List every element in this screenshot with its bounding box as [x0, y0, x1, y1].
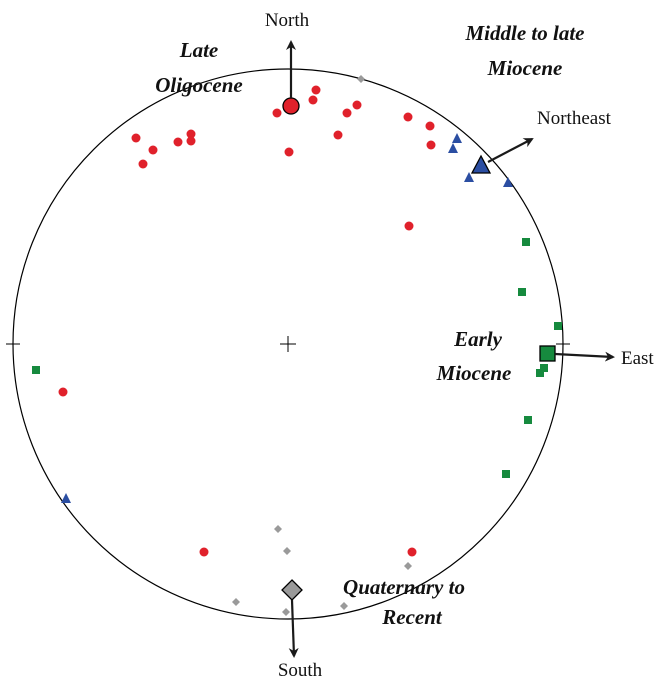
middle-late-miocene-label-line2: Miocene — [487, 56, 563, 80]
late-oligocene-point — [199, 547, 209, 557]
late-oligocene-point — [186, 129, 196, 139]
late-oligocene-point — [186, 136, 196, 146]
late-oligocene-point — [403, 112, 413, 122]
late-oligocene-mean-point — [282, 97, 300, 115]
late-oligocene-point — [333, 130, 343, 140]
late-oligocene-point — [138, 159, 148, 169]
early-miocene-label-line1: Early — [453, 327, 503, 351]
quaternary-recent-label-line2: Recent — [381, 605, 443, 629]
quaternary-diamond-point — [282, 608, 290, 616]
south-arrow — [288, 599, 299, 658]
miocene-triangle-point — [503, 177, 513, 187]
east-arrow — [554, 351, 615, 362]
early-miocene-label-line2: Miocene — [436, 361, 512, 385]
late-oligocene-point — [342, 108, 352, 118]
south-label: South — [278, 660, 323, 681]
quaternary-diamond-point — [274, 525, 282, 533]
early-miocene-mean-point — [539, 345, 556, 362]
late-oligocene-point — [352, 100, 362, 110]
miocene-triangle-point — [464, 172, 474, 182]
miocene-triangle-point — [452, 133, 462, 143]
early-miocene-point — [540, 364, 548, 372]
early-miocene-point — [554, 322, 562, 330]
early-miocene-point — [502, 470, 510, 478]
late-oligocene-points — [58, 85, 436, 557]
late-oligocene-point — [404, 221, 414, 231]
early-miocene-point — [518, 288, 526, 296]
quaternary-diamond-point — [283, 547, 291, 555]
late-oligocene-point — [148, 145, 158, 155]
late-oligocene-point — [426, 140, 436, 150]
quaternary-recent-points — [232, 75, 412, 616]
late-oligocene-point — [272, 108, 282, 118]
late-oligocene-label-line2: Oligocene — [155, 73, 242, 97]
early-miocene-point — [536, 369, 544, 377]
early-miocene-point — [524, 416, 532, 424]
quaternary-recent-mean-point — [281, 579, 303, 601]
center-cross — [280, 336, 296, 352]
quaternary-diamond-point — [357, 75, 365, 83]
middle-late-miocene-label-line1: Middle to late — [465, 21, 585, 45]
late-oligocene-point — [131, 133, 141, 143]
middle-late-miocene-mean-point — [470, 154, 492, 174]
late-oligocene-label-line1: Late — [179, 38, 218, 62]
quaternary-diamond-point — [232, 598, 240, 606]
late-oligocene-point — [407, 547, 417, 557]
early-miocene-points — [32, 238, 562, 478]
northeast-label: Northeast — [537, 108, 612, 129]
late-oligocene-point — [425, 121, 435, 131]
late-oligocene-point — [173, 137, 183, 147]
early-miocene-point — [32, 366, 40, 374]
miocene-triangle-point — [61, 493, 71, 503]
quaternary-recent-label-line1: Quaternary to — [343, 575, 465, 599]
north-label: North — [265, 10, 310, 31]
late-oligocene-point — [284, 147, 294, 157]
late-oligocene-point — [311, 85, 321, 95]
early-miocene-point — [522, 238, 530, 246]
northeast-arrow — [487, 138, 534, 163]
quaternary-diamond-point — [340, 602, 348, 610]
late-oligocene-point — [58, 387, 68, 397]
east-label: East — [621, 348, 654, 369]
direction-arrows — [286, 40, 615, 658]
late-oligocene-point — [308, 95, 318, 105]
miocene-triangle-point — [448, 143, 458, 153]
middle-late-miocene-points — [61, 133, 513, 503]
quaternary-diamond-point — [404, 562, 412, 570]
